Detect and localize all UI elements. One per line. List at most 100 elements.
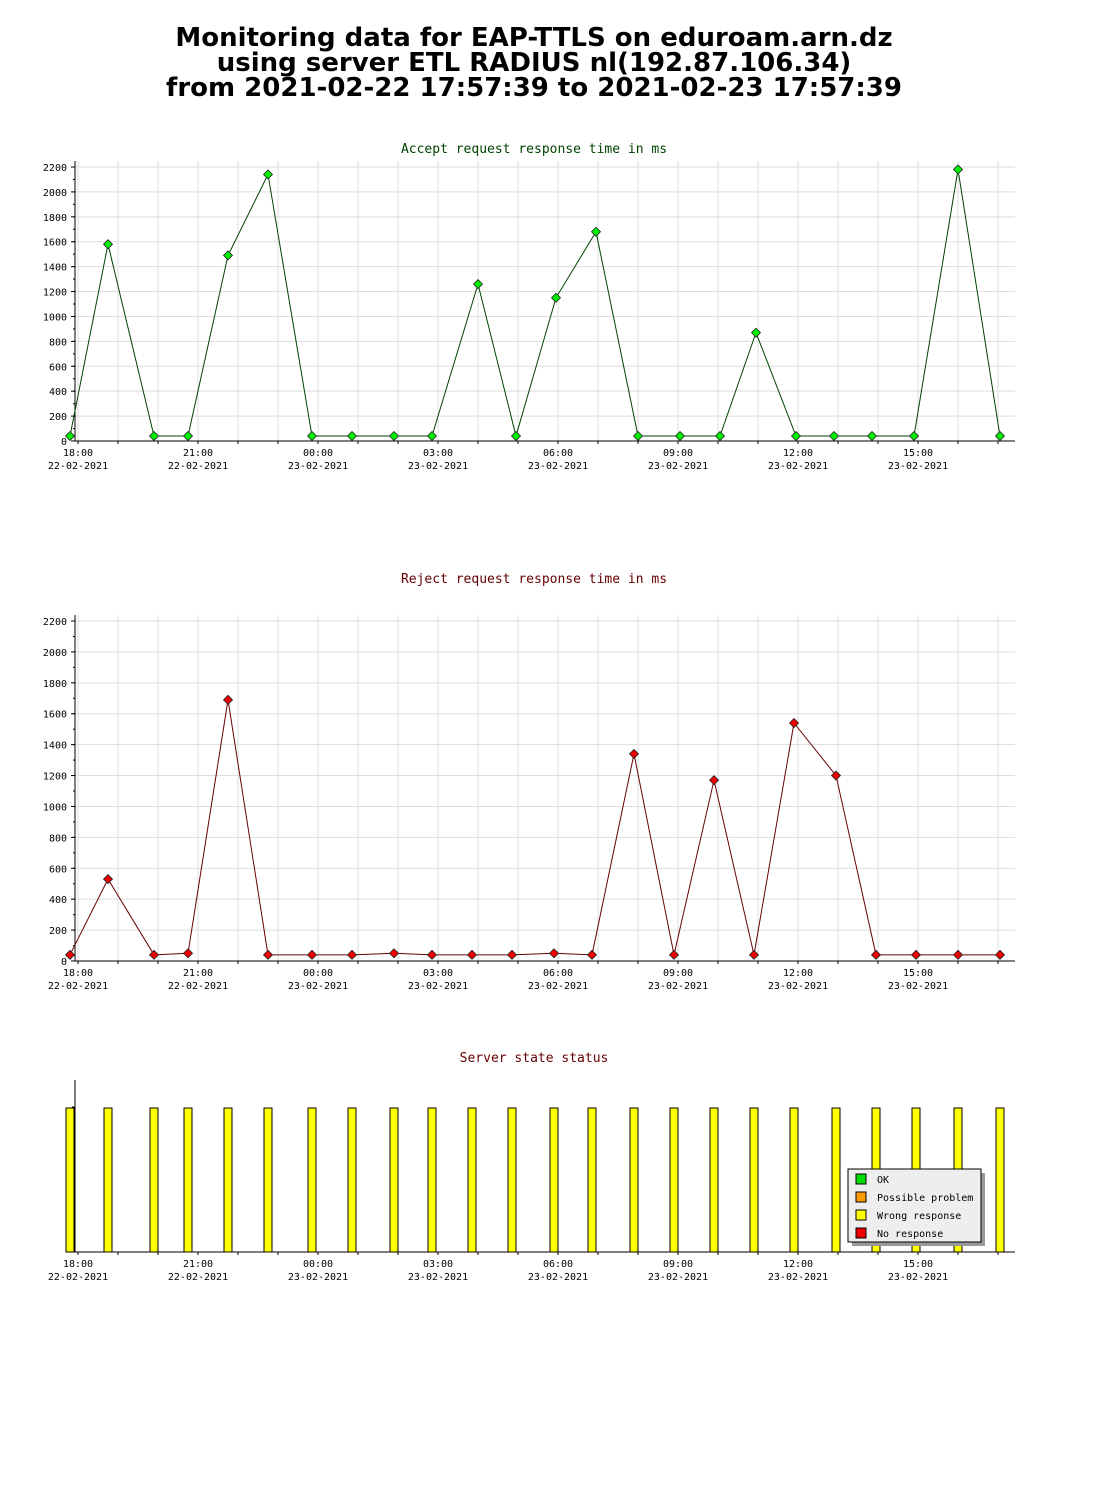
accept-series-line (69, 169, 1001, 438)
accept-data-point (262, 169, 274, 180)
status-x-tick-date: 22-02-2021 (48, 1272, 108, 1283)
accept-data-point (828, 430, 840, 442)
status-x-tick-time: 09:00 (663, 1259, 693, 1270)
accept-data-point (102, 239, 114, 250)
status-bar (789, 1107, 799, 1253)
accept-data-point (426, 430, 438, 442)
reject-x-tick-date: 22-02-2021 (168, 981, 228, 992)
status-bar (507, 1107, 517, 1253)
reject-data-point (102, 874, 114, 885)
reject-chart-title: Reject request response time in ms (401, 572, 667, 587)
legend-swatch-ok (855, 1173, 867, 1185)
status-bar (149, 1107, 159, 1253)
accept-data-point (714, 430, 726, 442)
accept-x-tick-date: 22-02-2021 (168, 461, 228, 472)
reject-data-point (388, 948, 400, 959)
accept-data-point (908, 430, 920, 442)
accept-x-tick-time: 21:00 (183, 448, 213, 459)
reject-data-point (506, 949, 518, 960)
reject-x-tick-date: 23-02-2021 (408, 981, 468, 992)
reject-y-tick-label: 1200 (43, 772, 67, 783)
reject-data-point (182, 948, 194, 959)
accept-y-tick-label: 1200 (43, 288, 67, 299)
reject-y-tick-label: 2000 (43, 648, 67, 659)
reject-data-point (910, 949, 922, 960)
accept-data-point (790, 430, 802, 442)
reject-x-tick-time: 12:00 (783, 968, 813, 979)
accept-x-tick-time: 15:00 (903, 448, 933, 459)
accept-x-tick-time: 12:00 (783, 448, 813, 459)
status-bar (831, 1107, 841, 1253)
accept-y-tick-label: 1800 (43, 213, 67, 224)
status-bar (223, 1107, 233, 1253)
legend-swatch-no-response (855, 1227, 867, 1239)
reject-data-point (708, 775, 720, 786)
accept-x-tick-time: 06:00 (543, 448, 573, 459)
accept-data-point (866, 430, 878, 442)
title-line-1: Monitoring data for EAP-TTLS on eduroam.… (175, 23, 893, 53)
accept-y-tick-label: 600 (49, 362, 67, 373)
reject-chart: 0 200 400 600 800 1000 1200 1400 1600 1800 2000 220… (43, 615, 1015, 992)
reject-y-tick-label: 600 (49, 864, 67, 875)
reject-data-point (586, 949, 598, 960)
status-bar (709, 1107, 719, 1253)
reject-x-tick-time: 03:00 (423, 968, 453, 979)
reject-data-point (306, 949, 318, 960)
accept-y-tick-label: 0 (61, 437, 67, 448)
accept-y-tick-label: 400 (49, 387, 67, 398)
accept-y-tick-label: 2000 (43, 188, 67, 199)
reject-y-tick-label: 1800 (43, 679, 67, 690)
title-line-2: using server ETL RADIUS nl(192.87.106.34… (216, 48, 852, 78)
accept-data-point (64, 430, 76, 442)
reject-y-tick-label: 1000 (43, 802, 67, 813)
reject-x-tick-time: 00:00 (303, 968, 333, 979)
accept-data-point (674, 430, 686, 442)
accept-x-tick-date: 23-02-2021 (648, 461, 708, 472)
accept-data-point (510, 430, 522, 442)
legend-label-no-response: No response (877, 1229, 943, 1240)
status-bar (669, 1107, 679, 1253)
accept-x-tick-date: 23-02-2021 (888, 461, 948, 472)
reject-y-tick-label: 0 (61, 957, 67, 968)
accept-data-point (148, 430, 160, 442)
status-bar (347, 1107, 357, 1253)
reject-y-tick-label: 400 (49, 895, 67, 906)
reject-data-point (952, 949, 964, 960)
status-x-tick-date: 23-02-2021 (888, 1272, 948, 1283)
status-bar (307, 1107, 317, 1253)
reject-x-tick-date: 23-02-2021 (648, 981, 708, 992)
reject-data-point (748, 949, 760, 960)
status-x-tick-time: 15:00 (903, 1259, 933, 1270)
accept-data-point (472, 279, 484, 290)
reject-series-line (69, 699, 1000, 956)
accept-x-tick-date: 23-02-2021 (768, 461, 828, 472)
accept-data-point (590, 226, 602, 237)
reject-y-tick-label: 200 (49, 926, 67, 937)
accept-data-point (346, 430, 358, 442)
reject-data-point (346, 949, 358, 960)
accept-y-tick-label: 800 (49, 337, 67, 348)
status-x-tick-date: 22-02-2021 (168, 1272, 228, 1283)
accept-data-point (952, 164, 964, 175)
reject-x-tick-date: 23-02-2021 (528, 981, 588, 992)
accept-data-point (222, 250, 234, 261)
status-bar (467, 1107, 477, 1253)
status-x-tick-time: 00:00 (303, 1259, 333, 1270)
status-bar (263, 1107, 273, 1253)
page-title: Monitoring data for EAP-TTLS on eduroam.… (0, 23, 1068, 101)
accept-x-tick-time: 00:00 (303, 448, 333, 459)
status-bar (65, 1107, 75, 1253)
accept-x-tick-time: 03:00 (423, 448, 453, 459)
status-bar (549, 1107, 559, 1253)
accept-x-tick-date: 23-02-2021 (408, 461, 468, 472)
accept-data-point (306, 430, 318, 442)
status-x-tick-time: 18:00 (63, 1259, 93, 1270)
reject-data-point (628, 748, 640, 759)
reject-data-point (222, 694, 234, 705)
reject-y-tick-label: 2200 (43, 617, 67, 628)
status-bar (587, 1107, 597, 1253)
status-x-tick-date: 23-02-2021 (288, 1272, 348, 1283)
status-x-tick-date: 23-02-2021 (408, 1272, 468, 1283)
status-x-tick-time: 21:00 (183, 1259, 213, 1270)
status-bar (749, 1107, 759, 1253)
